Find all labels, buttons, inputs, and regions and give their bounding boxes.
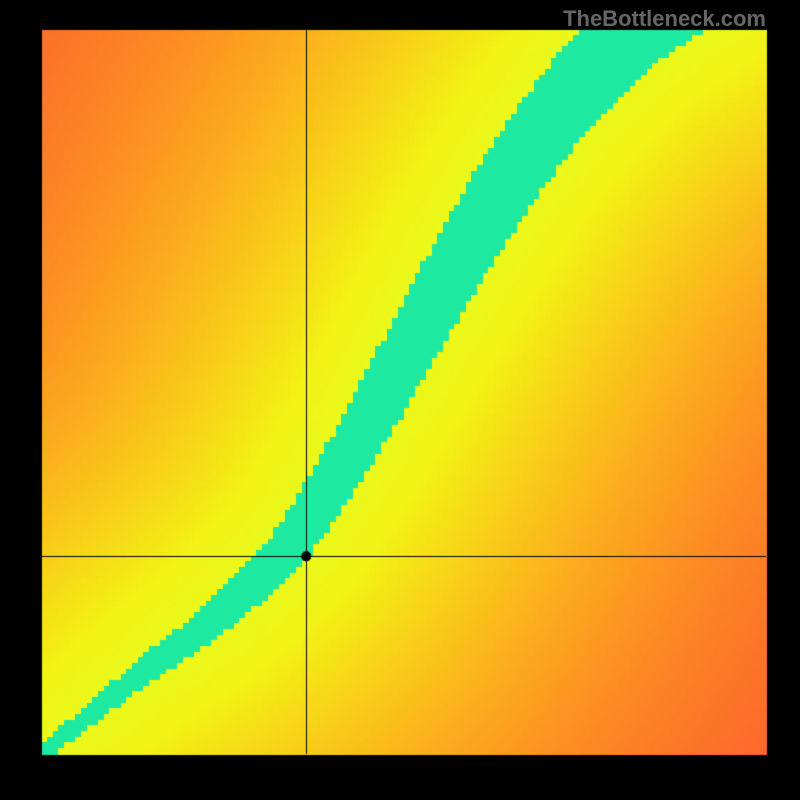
bottleneck-heatmap [0,0,800,800]
chart-container: TheBottleneck.com [0,0,800,800]
watermark-text: TheBottleneck.com [563,6,766,32]
